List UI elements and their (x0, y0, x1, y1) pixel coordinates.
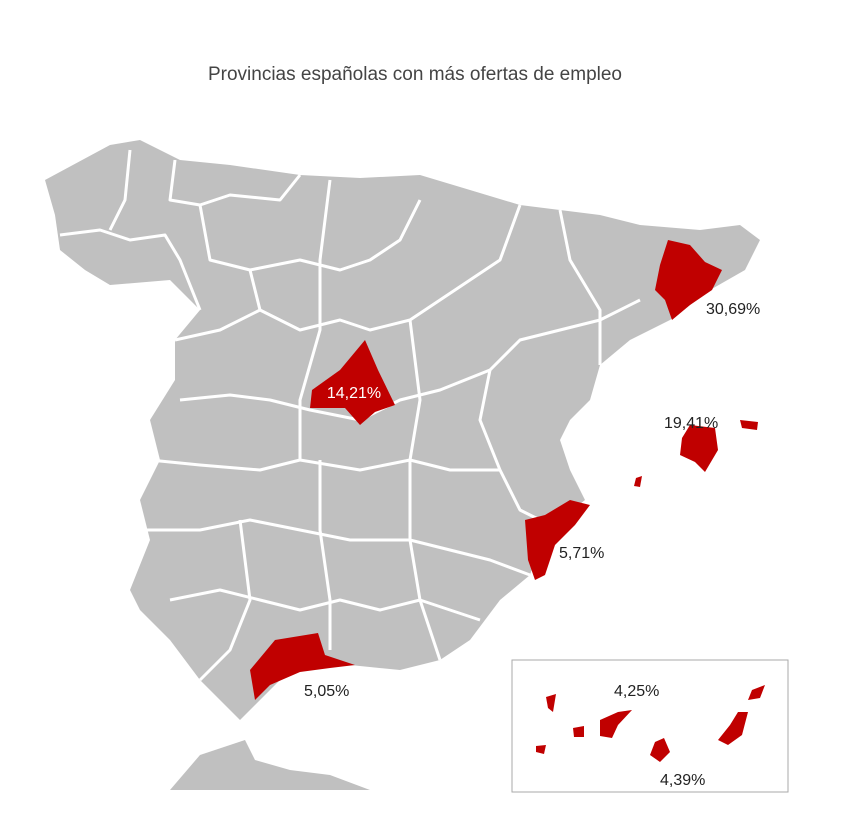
label-malaga: 5,05% (304, 683, 349, 700)
barcelona (655, 240, 722, 320)
spain-mainland (45, 140, 760, 720)
malaga (250, 633, 355, 700)
menorca (740, 420, 758, 430)
map-title: Provincias españolas con más ofertas de … (208, 64, 622, 85)
canarias-inset (511, 659, 789, 793)
label-baleares: 19,41% (664, 415, 718, 432)
africa-coast (170, 740, 370, 790)
label-las-palmas: 4,25% (614, 683, 659, 700)
label-tenerife: 4,39% (660, 772, 705, 789)
mallorca (680, 425, 718, 472)
canary-islands (536, 685, 765, 762)
alicante (525, 500, 590, 580)
label-barcelona: 30,69% (706, 301, 760, 318)
madrid (310, 340, 395, 425)
highlighted-provinces (250, 240, 758, 700)
label-alicante: 5,71% (559, 545, 604, 562)
ibiza (634, 476, 642, 487)
label-madrid: 14,21% (327, 385, 381, 402)
